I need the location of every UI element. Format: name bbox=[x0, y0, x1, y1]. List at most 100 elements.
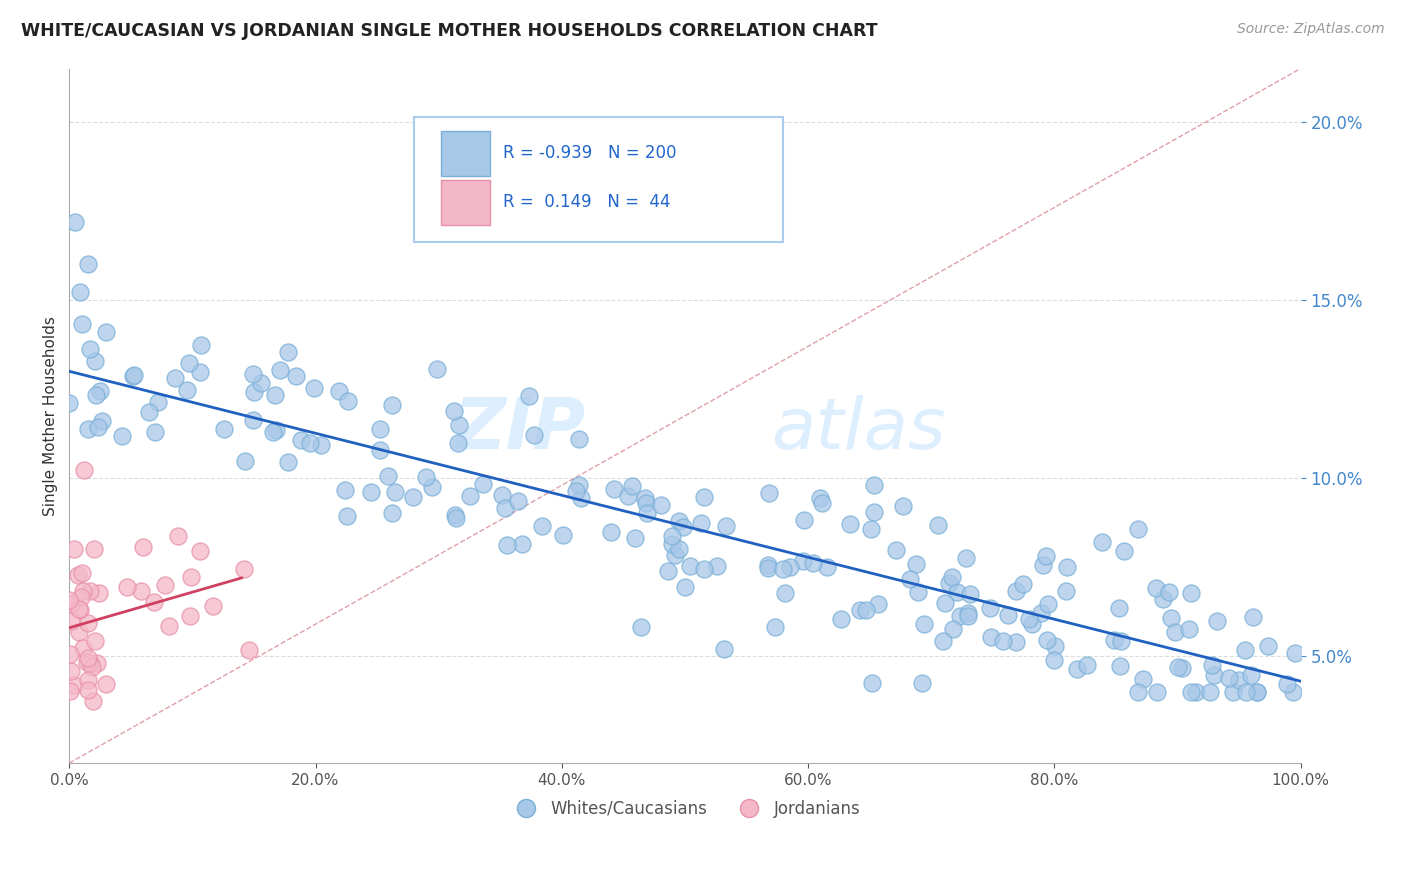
Point bbox=[384, 484, 406, 499]
Point bbox=[1277, 677, 1299, 691]
Point bbox=[72, 584, 94, 599]
Point bbox=[333, 483, 356, 497]
Point bbox=[1066, 661, 1088, 675]
Point bbox=[657, 564, 679, 578]
Point bbox=[1157, 585, 1180, 599]
Point bbox=[624, 532, 647, 546]
Point bbox=[86, 656, 108, 670]
Point bbox=[146, 394, 169, 409]
Point bbox=[94, 325, 117, 339]
Point bbox=[84, 633, 107, 648]
Point bbox=[1056, 584, 1078, 599]
Point bbox=[1126, 685, 1149, 699]
Point bbox=[886, 542, 908, 557]
Point bbox=[83, 353, 105, 368]
Text: atlas: atlas bbox=[770, 395, 946, 464]
Text: Source: ZipAtlas.com: Source: ZipAtlas.com bbox=[1237, 22, 1385, 37]
Point bbox=[672, 520, 695, 534]
Point bbox=[1005, 584, 1028, 599]
Point bbox=[713, 642, 735, 657]
Point bbox=[815, 560, 838, 574]
Point bbox=[668, 514, 690, 528]
Point bbox=[779, 560, 801, 574]
Point bbox=[77, 673, 100, 687]
Point bbox=[661, 529, 683, 543]
Point bbox=[1205, 614, 1227, 628]
Point bbox=[599, 524, 621, 539]
Point bbox=[1146, 685, 1168, 699]
Point bbox=[242, 413, 264, 427]
Point bbox=[1109, 659, 1132, 673]
Point bbox=[79, 343, 101, 357]
Point bbox=[69, 603, 91, 617]
Point bbox=[927, 518, 949, 533]
Point bbox=[58, 396, 80, 410]
Point bbox=[62, 542, 84, 557]
Point bbox=[756, 561, 779, 575]
Point bbox=[176, 384, 198, 398]
Point bbox=[426, 361, 449, 376]
Point bbox=[336, 508, 359, 523]
Point bbox=[62, 678, 84, 692]
Point bbox=[1035, 549, 1057, 563]
Point bbox=[934, 596, 956, 610]
Point bbox=[179, 356, 201, 370]
Point bbox=[1132, 672, 1154, 686]
Point bbox=[849, 603, 872, 617]
Point bbox=[517, 389, 540, 403]
Point bbox=[129, 584, 152, 599]
Point bbox=[79, 584, 101, 599]
Point bbox=[443, 403, 465, 417]
Point bbox=[946, 585, 969, 599]
Point bbox=[941, 570, 963, 584]
Point bbox=[714, 519, 737, 533]
Y-axis label: Single Mother Households: Single Mother Households bbox=[44, 316, 58, 516]
Point bbox=[65, 215, 87, 229]
Point bbox=[568, 478, 591, 492]
Point bbox=[67, 602, 90, 616]
Point bbox=[277, 344, 299, 359]
Point bbox=[551, 528, 574, 542]
Point bbox=[938, 576, 960, 591]
Text: ZIP: ZIP bbox=[454, 395, 586, 464]
Point bbox=[377, 468, 399, 483]
Point bbox=[153, 577, 176, 591]
Point bbox=[1246, 685, 1268, 699]
Text: WHITE/CAUCASIAN VS JORDANIAN SINGLE MOTHER HOUSEHOLDS CORRELATION CHART: WHITE/CAUCASIAN VS JORDANIAN SINGLE MOTH… bbox=[21, 22, 877, 40]
Point bbox=[58, 592, 80, 607]
Point bbox=[855, 603, 877, 617]
Point bbox=[368, 442, 391, 457]
Point bbox=[1222, 685, 1244, 699]
Point bbox=[337, 394, 360, 409]
Point bbox=[980, 630, 1002, 644]
Point bbox=[60, 614, 83, 628]
Point bbox=[569, 491, 592, 505]
Point bbox=[59, 665, 82, 679]
Point bbox=[122, 368, 145, 383]
Point bbox=[1102, 633, 1125, 648]
Point bbox=[993, 634, 1015, 648]
Point bbox=[328, 384, 350, 398]
Point bbox=[420, 480, 443, 494]
Point bbox=[188, 365, 211, 379]
Point bbox=[1108, 601, 1130, 615]
Point bbox=[664, 548, 686, 562]
Point bbox=[979, 600, 1001, 615]
Point bbox=[1043, 640, 1066, 654]
Point bbox=[1114, 544, 1136, 558]
Point bbox=[157, 619, 180, 633]
Point bbox=[443, 508, 465, 522]
Legend: Whites/Caucasians, Jordanians: Whites/Caucasians, Jordanians bbox=[502, 793, 868, 824]
Point bbox=[942, 623, 965, 637]
Point bbox=[70, 590, 93, 604]
Point bbox=[1126, 522, 1149, 536]
Point bbox=[232, 562, 254, 576]
Point bbox=[1167, 660, 1189, 674]
Point bbox=[801, 556, 824, 570]
Point bbox=[792, 554, 814, 568]
Bar bbox=[441, 179, 491, 225]
Point bbox=[912, 616, 935, 631]
Point bbox=[1240, 668, 1263, 682]
Point bbox=[1227, 673, 1250, 687]
Point bbox=[1177, 622, 1199, 636]
